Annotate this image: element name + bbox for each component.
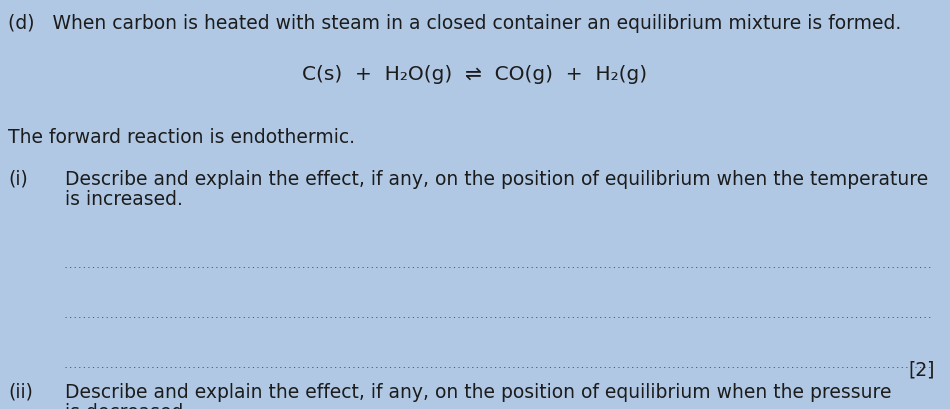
- Text: (ii): (ii): [8, 382, 33, 401]
- Text: is decreased.: is decreased.: [65, 402, 189, 409]
- Text: (d)   When carbon is heated with steam in a closed container an equilibrium mixt: (d) When carbon is heated with steam in …: [8, 14, 902, 33]
- Text: The forward reaction is endothermic.: The forward reaction is endothermic.: [8, 128, 355, 147]
- Text: C(s)  +  H₂O(g)  ⇌  CO(g)  +  H₂(g): C(s) + H₂O(g) ⇌ CO(g) + H₂(g): [302, 65, 648, 84]
- Text: [2]: [2]: [908, 360, 935, 379]
- Text: (i): (i): [8, 170, 28, 189]
- Text: is increased.: is increased.: [65, 189, 182, 209]
- Text: Describe and explain the effect, if any, on the position of equilibrium when the: Describe and explain the effect, if any,…: [65, 382, 891, 401]
- Text: Describe and explain the effect, if any, on the position of equilibrium when the: Describe and explain the effect, if any,…: [65, 170, 928, 189]
